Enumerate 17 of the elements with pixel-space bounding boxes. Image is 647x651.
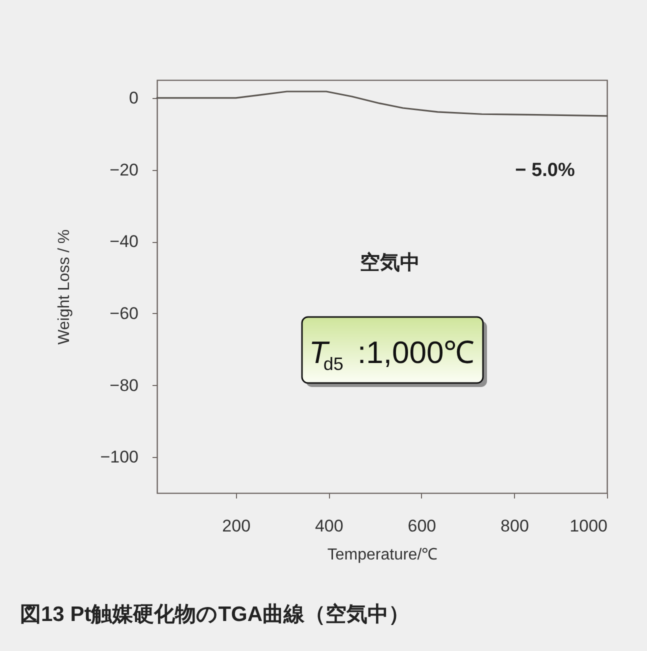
- y-axis-title: Weight Loss / %: [56, 229, 74, 345]
- y-tick-label: 0: [129, 88, 138, 108]
- y-tick-label: −20: [110, 160, 138, 180]
- y-tick-label: −40: [110, 232, 138, 252]
- x-tick-label: 1000: [570, 516, 608, 536]
- x-tick-label: 800: [500, 516, 529, 536]
- annotation: 空気中: [360, 251, 420, 274]
- x-tick-label: 200: [222, 516, 251, 536]
- line-series: [156, 90, 608, 117]
- y-tick-label: −60: [110, 304, 138, 323]
- x-tick-label: 600: [408, 516, 436, 536]
- y-tick-label: −100: [100, 448, 138, 467]
- annotation: − 5.0%: [515, 160, 575, 181]
- x-axis-title: Temperature/℃: [327, 546, 438, 564]
- x-tick-label: 400: [314, 516, 344, 536]
- text: 図13 Pt触媒硬化物のTGA曲線（空気中）: [20, 602, 410, 626]
- y-tick-label: −80: [110, 376, 138, 395]
